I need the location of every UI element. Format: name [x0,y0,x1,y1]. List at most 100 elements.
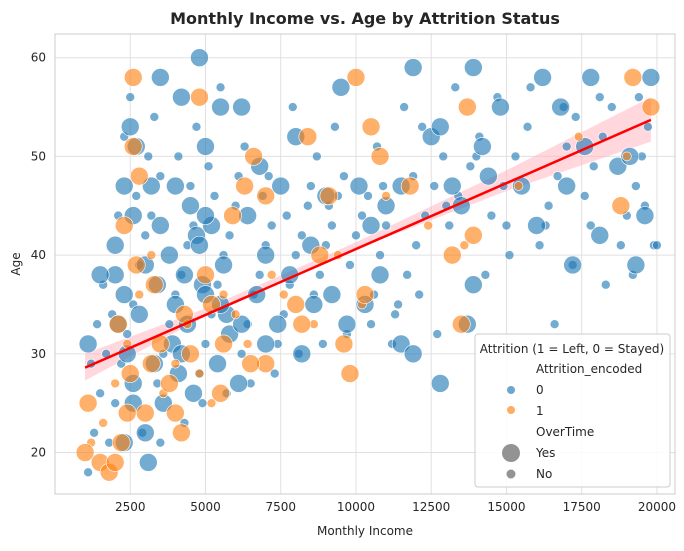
scatter-point-stayed-overtime-no [212,279,223,290]
y-axis-label: Age [9,252,23,275]
scatter-point-stayed-overtime-yes [331,78,351,97]
scatter-point-stayed-overtime-no [164,319,175,330]
scatter-point-left-overtime-no [423,220,434,231]
scatter-point-stayed-overtime-yes [114,285,134,304]
scatter-point-stayed-overtime-no [579,191,590,201]
scatter-point-stayed-overtime-yes [114,176,134,196]
scatter-point-left-overtime-yes [126,255,146,275]
scatter-point-stayed-overtime-yes [322,285,342,304]
y-axis-ticks: 20 30 40 50 60 [31,51,46,460]
scatter-point-stayed-overtime-no [561,141,572,152]
scatter-point-stayed-overtime-no [266,220,277,231]
scatter-point-stayed-overtime-no [652,240,662,251]
scatter-point-left-overtime-no [110,378,120,389]
scatter-point-stayed-overtime-no [616,240,626,251]
scatter-point-left-overtime-yes [190,87,209,107]
legend: Attrition (1 = Left, 0 = Stayed) Attriti… [474,333,671,488]
scatter-point-stayed-overtime-no [318,339,328,349]
scatter-point-left-overtime-yes [160,374,179,393]
scatter-point-stayed-overtime-no [534,240,545,251]
scatter-point-stayed-overtime-yes [232,97,251,117]
scatter-point-stayed-overtime-yes [337,314,357,334]
scatter-point-stayed-overtime-no [363,191,373,201]
scatter-point-stayed-overtime-no [411,240,421,251]
confidence-band-layer [85,97,651,381]
scatter-point-stayed-overtime-yes [473,137,492,156]
scatter-point-stayed-overtime-yes [256,334,275,354]
scatter-point-stayed-overtime-no [254,270,265,280]
scatter-point-stayed-overtime-yes [151,68,170,87]
y-tick-label: 60 [31,51,46,65]
scatter-point-left-overtime-no [134,289,145,300]
scatter-point-stayed-overtime-no [450,82,461,93]
scatter-point-stayed-overtime-yes [166,176,185,196]
scatter-point-left-overtime-yes [244,147,263,166]
scatter-point-stayed-overtime-no [504,250,515,260]
scatter-point-left-overtime-yes [120,364,140,383]
scatter-point-stayed-overtime-yes [479,166,498,186]
scatter-point-left-overtime-yes [135,403,155,423]
scatter-point-left-overtime-yes [114,216,134,235]
scatter-point-stayed-overtime-no [215,82,226,93]
scatter-point-stayed-overtime-no [549,319,560,330]
scatter-point-stayed-overtime-no [510,151,521,162]
scatter-point-left-overtime-yes [611,196,631,216]
scatter-point-stayed-overtime-no [83,467,93,478]
scatter-point-stayed-overtime-no [522,121,533,132]
scatter-point-left-overtime-yes [196,265,215,285]
scatter-point-stayed-overtime-no [306,181,316,191]
scatter-point-left-overtime-yes [181,344,200,364]
scatter-point-left-overtime-no [218,289,229,300]
confidence-band [85,97,651,381]
scatter-point-stayed-overtime-yes [120,117,140,137]
scatter-point-left-overtime-yes [123,137,143,156]
scatter-point-stayed-overtime-yes [196,137,215,156]
scatter-point-stayed-overtime-no [140,230,151,241]
scatter-point-left-overtime-yes [123,68,143,87]
scatter-point-stayed-overtime-yes [304,295,324,314]
scatter-point-stayed-overtime-no [200,339,211,349]
scatter-point-stayed-overtime-yes [135,423,155,443]
scatter-point-stayed-overtime-yes [590,226,610,245]
legend-marker-overtime-no [506,469,516,479]
scatter-point-stayed-overtime-yes [626,255,646,275]
legend-title: Attrition (1 = Left, 0 = Stayed) [480,342,664,356]
scatter-point-left-overtime-yes [129,166,149,186]
y-tick-label: 50 [31,149,46,163]
scatter-point-left-overtime-yes [172,423,191,443]
scatter-point-stayed-overtime-no [303,200,313,211]
scatter-point-stayed-overtime-no [155,171,166,181]
scatter-point-left-overtime-yes [298,127,318,146]
legend-label-left: 1 [536,404,544,418]
scatter-point-stayed-overtime-no [224,230,235,241]
scatter-point-stayed-overtime-no [465,161,476,172]
scatter-point-stayed-overtime-no [501,220,512,231]
scatter-point-stayed-overtime-no [414,289,424,300]
scatter-point-stayed-overtime-no [173,151,184,162]
scatter-point-stayed-overtime-yes [370,265,390,285]
scatter-point-stayed-overtime-no [631,181,641,191]
scatter-point-stayed-overtime-yes [184,384,203,403]
legend-label-overtime-no: No [536,467,552,481]
scatter-point-left-overtime-no [98,418,108,428]
scatter-point-stayed-overtime-yes [214,255,233,275]
scatter-point-left-overtime-yes [78,393,98,413]
scatter-point-left-overtime-yes [346,68,366,87]
chart-title: Monthly Income vs. Age by Attrition Stat… [170,9,560,28]
scatter-point-left-overtime-no [206,398,217,408]
scatter-point-left-overtime-yes [75,443,95,462]
legend-marker-stayed [507,386,515,394]
scatter-point-left-overtime-yes [319,186,339,206]
scatter-point-stayed-overtime-no [438,151,449,162]
scatter-point-left-overtime-yes [400,176,420,196]
scatter-point-stayed-overtime-yes [160,245,179,265]
x-tick-label: 10000 [337,500,375,514]
scatter-point-left-overtime-no [513,181,524,191]
scatter-point-left-overtime-yes [166,403,185,423]
scatter-point-stayed-overtime-no [236,349,247,359]
scatter-point-left-overtime-no [170,358,181,369]
scatter-point-stayed-overtime-yes [403,58,423,77]
scatter-point-left-overtime-yes [452,314,471,334]
scatter-point-stayed-overtime-yes [581,68,601,87]
